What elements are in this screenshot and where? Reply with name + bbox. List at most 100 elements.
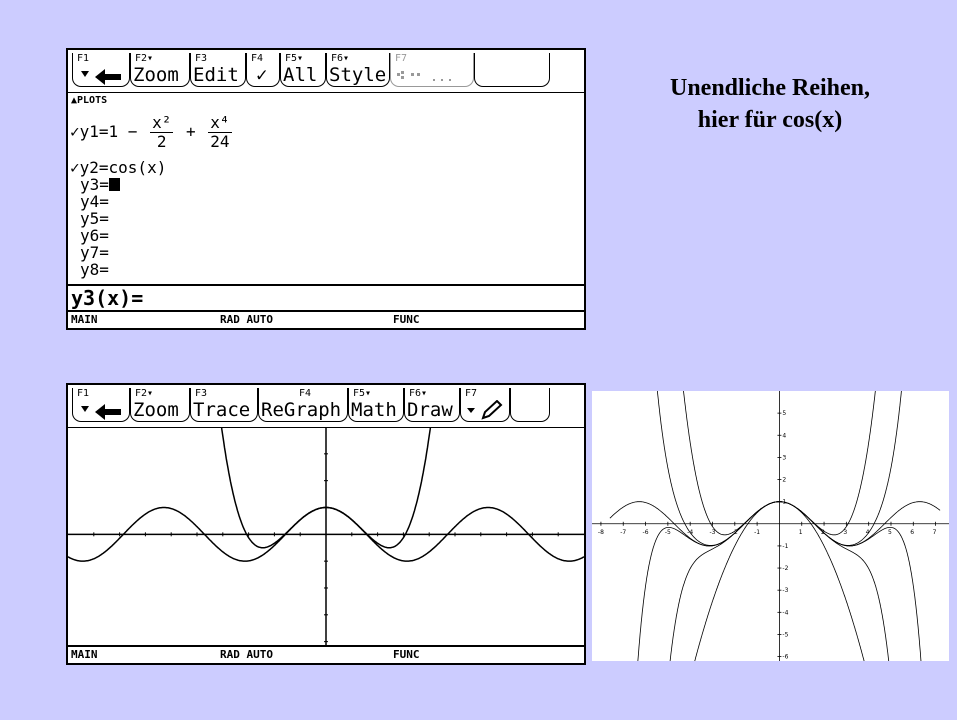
x-tick-label: -1 <box>754 529 760 536</box>
f7-pencil-button[interactable]: F7 <box>460 388 510 422</box>
x-tick-label: -2 <box>732 529 738 536</box>
math-label: Math <box>351 399 397 421</box>
fraction-numerator: x⁴ <box>208 113 232 133</box>
pencil-icon <box>467 400 503 420</box>
draw-label: Draw <box>407 399 453 421</box>
zoom-label: Zoom <box>133 64 179 86</box>
status-graph: FUNC <box>393 648 420 661</box>
y8-entry[interactable]: y8= <box>80 260 109 279</box>
y4-entry[interactable]: y4= <box>80 192 109 211</box>
status-bar: MAIN RAD AUTO FUNC <box>68 310 584 328</box>
dimmed-format-icon <box>397 71 451 81</box>
f3-trace-button[interactable]: F3 Trace <box>190 388 258 422</box>
calculator-y-editor-screen: F1 F2▾ Zoom F3 Edit F4 ✓ F5▾ All F6▾ Sty… <box>66 48 586 330</box>
x-tick-label: -7 <box>620 529 626 536</box>
style-label: Style <box>329 64 387 86</box>
f1-tools-button[interactable]: F1 <box>72 388 130 422</box>
f8-empty-slot <box>510 388 550 422</box>
f4-check-button[interactable]: F4 ✓ <box>246 53 280 87</box>
f5-key-label: F5▾ <box>353 388 372 399</box>
y-tick-label: -6 <box>782 654 788 661</box>
check-label: ✓ <box>256 64 268 86</box>
fraction-denominator: 2 <box>156 132 167 151</box>
page-title: Unendliche Reihen, hier für cos(x) <box>610 72 930 136</box>
y-tick-label: 2 <box>782 477 786 484</box>
y-tick-label: 4 <box>782 432 786 439</box>
edit-label: Edit <box>193 64 239 86</box>
calculator-graph-screen: F1 F2▾ Zoom F3 Trace F4 ReGraph F5▾ Math… <box>66 383 586 665</box>
y-tick-label: -4 <box>782 609 788 616</box>
f7-key-label: F7 <box>465 388 478 399</box>
f1-tools-button[interactable]: F1 <box>72 53 130 87</box>
taylor-degree-4-curve <box>220 427 432 549</box>
f6-style-button[interactable]: F6▾ Style <box>326 53 390 87</box>
status-mode: MAIN <box>71 313 98 326</box>
status-angle: RAD AUTO <box>220 313 273 326</box>
tools-icon <box>81 69 121 85</box>
x-tick-label: 1 <box>799 529 803 536</box>
x-tick-label: -6 <box>643 529 649 536</box>
y7-entry[interactable]: y7= <box>80 243 109 262</box>
f2-zoom-button[interactable]: F2▾ Zoom <box>130 53 190 87</box>
y6-entry[interactable]: y6= <box>80 226 109 245</box>
status-angle: RAD AUTO <box>220 648 273 661</box>
y2-entry[interactable]: ✓y2=cos(x) <box>70 158 167 177</box>
f8-empty-slot <box>474 53 550 87</box>
title-line-2: hier für cos(x) <box>697 107 843 133</box>
zoom-label: Zoom <box>133 399 179 421</box>
x-tick-label: -8 <box>598 529 604 536</box>
f6-key-label: F6▾ <box>409 388 428 399</box>
y1-entry[interactable]: ✓y1=1 − x² 2 + x⁴ 24 <box>70 114 235 151</box>
regraph-label: ReGraph <box>261 399 342 421</box>
y3-label: y3= <box>80 175 109 194</box>
f2-key-label: F2▾ <box>135 388 154 399</box>
fraction-x2-over-2: x² 2 <box>150 113 174 151</box>
x-tick-label: 5 <box>888 529 892 536</box>
f3-key-label: F3 <box>195 53 208 64</box>
status-graph: FUNC <box>393 313 420 326</box>
toolbar: F1 F2▾ Zoom F3 Edit F4 ✓ F5▾ All F6▾ Sty… <box>68 50 584 93</box>
all-label: All <box>283 64 318 86</box>
f3-key-label: F3 <box>195 388 208 399</box>
y-tick-label: -2 <box>782 565 788 572</box>
f7-key-label: F7 <box>395 53 408 64</box>
f4-regraph-button[interactable]: F4 ReGraph <box>258 388 348 422</box>
x-tick-label: -3 <box>709 529 715 536</box>
y-tick-label: -1 <box>782 543 788 550</box>
plus-sign: + <box>185 122 196 141</box>
taylor-degree-10-curve <box>637 501 922 661</box>
fraction-numerator: x² <box>150 113 174 133</box>
f1-key-label: F1 <box>77 388 90 399</box>
f5-key-label: F5▾ <box>285 53 304 64</box>
f6-key-label: F6▾ <box>331 53 350 64</box>
status-mode: MAIN <box>71 648 98 661</box>
f5-math-button[interactable]: F5▾ Math <box>348 388 404 422</box>
f6-draw-button[interactable]: F6▾ Draw <box>404 388 460 422</box>
f2-zoom-button[interactable]: F2▾ Zoom <box>130 388 190 422</box>
x-tick-label: 6 <box>910 529 914 536</box>
x-tick-label: 3 <box>843 529 847 536</box>
f7-disabled-button: F7 <box>390 53 474 87</box>
y-tick-label: -5 <box>782 631 788 638</box>
trace-label: Trace <box>193 399 251 421</box>
y3-entry[interactable]: y3= <box>80 176 120 193</box>
x-tick-label: -5 <box>665 529 671 536</box>
y5-entry[interactable]: y5= <box>80 209 109 228</box>
x-tick-label: 4 <box>866 529 870 536</box>
y-tick-label: 5 <box>782 410 786 417</box>
y-tick-label: -3 <box>782 587 788 594</box>
f4-key-label: F4 <box>299 388 312 399</box>
x-tick-label: 7 <box>933 529 937 536</box>
calculator-graph[interactable] <box>68 427 584 647</box>
f3-edit-button[interactable]: F3 Edit <box>190 53 246 87</box>
entry-line[interactable]: y3(x)= <box>68 284 584 310</box>
f4-key-label: F4 <box>251 53 264 64</box>
f1-key-label: F1 <box>77 53 90 64</box>
f5-all-button[interactable]: F5▾ All <box>280 53 326 87</box>
title-line-1: Unendliche Reihen, <box>669 75 870 101</box>
toolbar: F1 F2▾ Zoom F3 Trace F4 ReGraph F5▾ Math… <box>68 385 584 428</box>
y1-prefix: ✓y1=1 − <box>70 122 138 141</box>
y-tick-label: 3 <box>782 454 786 461</box>
text-cursor <box>108 178 120 191</box>
